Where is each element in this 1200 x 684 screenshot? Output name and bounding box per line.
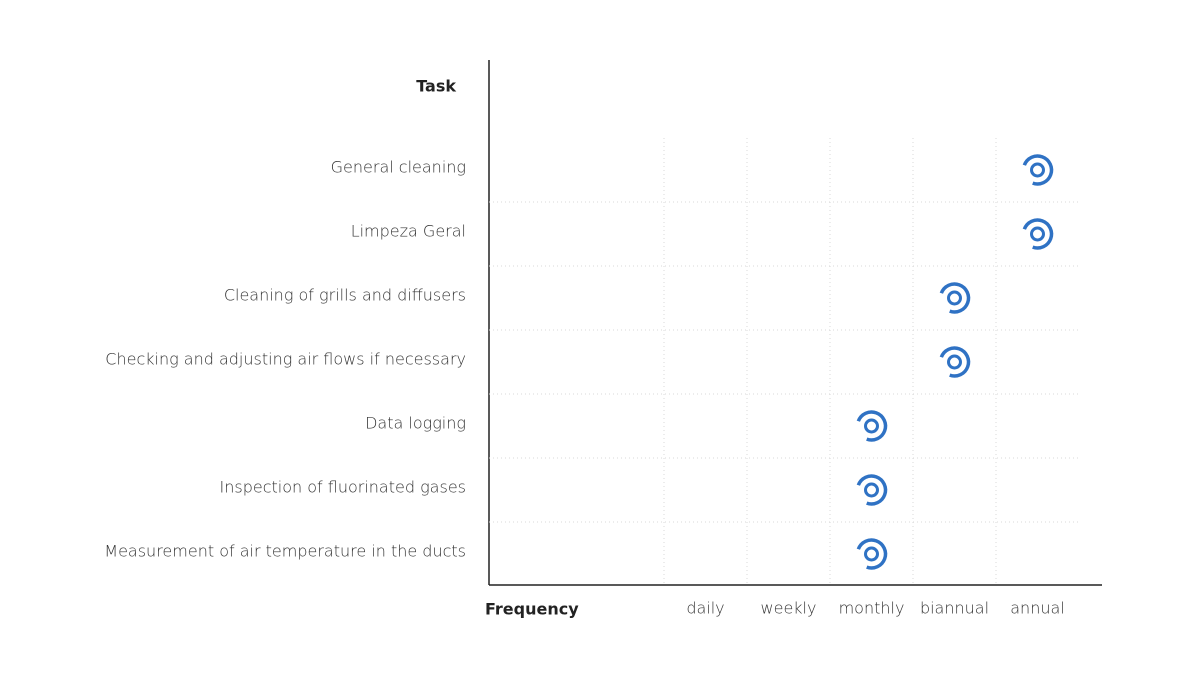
frequency-marker	[1022, 154, 1054, 186]
column-header: Frequency	[485, 600, 579, 619]
column-label: biannual	[920, 599, 989, 618]
marker-arc	[1022, 154, 1054, 186]
frequency-marker	[856, 474, 888, 506]
frequency-marker	[856, 538, 888, 570]
column-label: annual	[1010, 599, 1064, 618]
marker-arc	[856, 410, 888, 442]
marker-arc	[856, 538, 888, 570]
task-label: Measurement of air temperature in the du…	[104, 542, 466, 561]
frequency-marker	[939, 282, 971, 314]
marker-arc	[856, 474, 888, 506]
marker-core	[864, 546, 879, 562]
task-label: Limpeza Geral	[351, 222, 466, 241]
frequency-marker	[939, 346, 971, 378]
column-label: monthly	[839, 599, 905, 618]
marker-core	[947, 290, 962, 306]
marker-arc	[1022, 218, 1054, 250]
marker-core	[1030, 162, 1045, 178]
frequency-marker	[1022, 218, 1054, 250]
marker-core	[864, 482, 879, 498]
column-label: daily	[686, 599, 724, 618]
column-label: weekly	[761, 599, 817, 618]
marker-arc	[939, 346, 971, 378]
marker-arc	[939, 282, 971, 314]
frequency-marker	[856, 410, 888, 442]
marker-core	[947, 354, 962, 370]
marker-core	[864, 418, 879, 434]
task-label: Cleaning of grills and diffusers	[224, 286, 466, 305]
task-label: Data logging	[365, 414, 466, 433]
task-label: Inspection of fluorinated gases	[220, 478, 467, 497]
marker-core	[1030, 226, 1045, 242]
task-label: General cleaning	[331, 158, 466, 177]
row-header: Task	[416, 77, 456, 96]
task-label: Checking and adjusting air flows if nece…	[105, 350, 466, 369]
